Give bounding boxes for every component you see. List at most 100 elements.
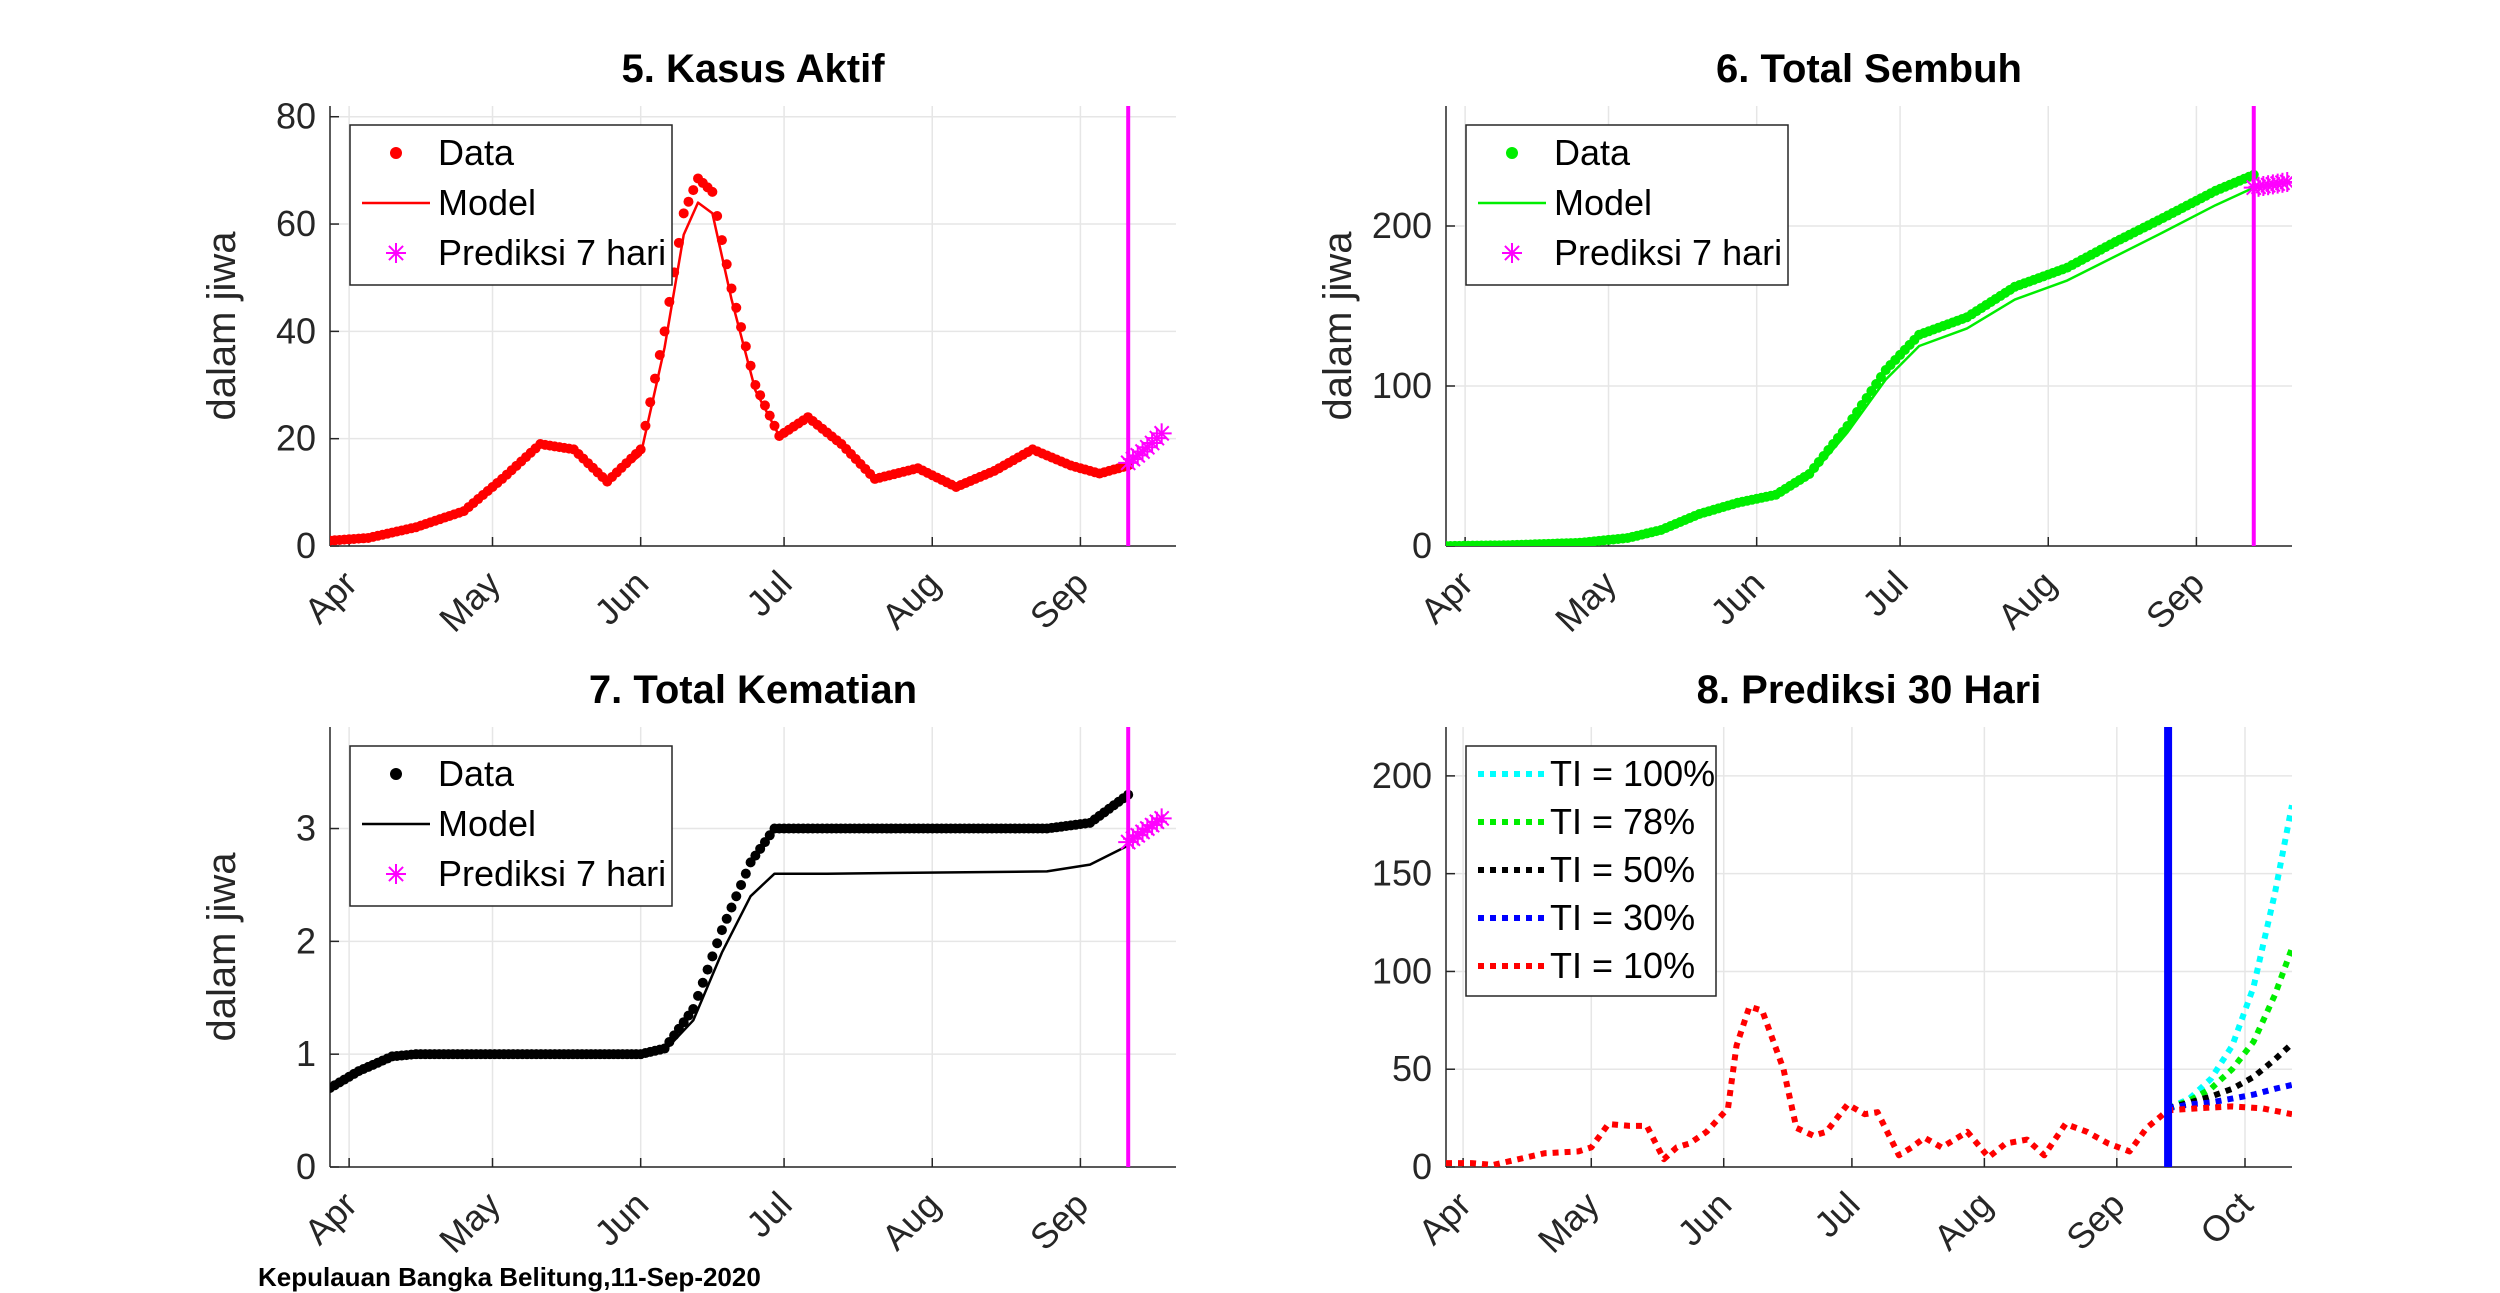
x-tick-label: May: [1530, 1184, 1607, 1261]
data-point: [1871, 379, 1882, 389]
x-tick-label: Aug: [1926, 1184, 2000, 1258]
series-line: [330, 201, 1129, 542]
x-tick-label: Apr: [296, 1184, 365, 1253]
y-axis-label: dalam jiwa: [200, 231, 244, 421]
legend-label: Prediksi 7 hari: [1554, 232, 1782, 273]
series-group: [1446, 804, 2292, 1167]
legend-label: TI = 10%: [1550, 945, 1695, 986]
series-line: [1446, 1003, 2292, 1167]
x-tick-label: Sep: [1022, 563, 1096, 637]
data-point: [693, 990, 704, 1001]
y-tick-label: 0: [1412, 525, 1432, 566]
data-point: [716, 925, 727, 936]
y-tick-label: 2: [296, 920, 316, 961]
y-tick-label: 50: [1392, 1048, 1432, 1089]
x-tick-label: Jun: [1669, 1184, 1739, 1254]
legend: Data Model Prediksi 7 hari: [1465, 124, 1789, 286]
legend-label: TI = 78%: [1550, 801, 1695, 842]
data-point: [731, 891, 742, 902]
y-tick-label: 150: [1372, 853, 1432, 894]
legend: TI = 100% TI = 78% TI = 50% TI = 30% TI = 10…: [1465, 745, 1717, 997]
x-tick-label: Apr: [296, 563, 365, 632]
x-tick-label: Apr: [1410, 1184, 1479, 1253]
x-tick-label: May: [1547, 563, 1624, 640]
series-line: [2167, 1081, 2292, 1112]
x-tick-label: Jun: [586, 1184, 656, 1254]
x-tick-label: Sep: [2058, 1184, 2132, 1258]
chart-title: 5. Kasus Aktif: [621, 47, 885, 91]
legend-label: TI = 100%: [1550, 753, 1715, 794]
chart-title: 6. Total Sembuh: [1716, 47, 2022, 91]
y-tick-label: 0: [296, 1146, 316, 1187]
legend: Data Model Prediksi 7 hari: [349, 745, 673, 907]
series-group: [330, 789, 1172, 1094]
data-point: [707, 951, 718, 962]
legend-box: [349, 124, 673, 286]
y-tick-label: 20: [276, 418, 316, 459]
series-line: [1446, 186, 2255, 546]
legend-marker: [386, 243, 406, 263]
legend-label: Prediksi 7 hari: [438, 232, 666, 273]
x-tick-label: Jul: [1806, 1184, 1868, 1246]
legend-label: Model: [438, 182, 536, 223]
series-group: [1446, 169, 2292, 546]
y-tick-label: 80: [276, 96, 316, 137]
y-tick-label: 3: [296, 808, 316, 849]
data-point: [740, 868, 751, 879]
legend-label: Data: [438, 132, 515, 173]
prediction-marker: [1151, 808, 1172, 829]
data-point: [721, 913, 732, 924]
legend-marker: [390, 768, 402, 780]
y-axis-label: dalam jiwa: [1316, 231, 1360, 421]
x-tick-label: Aug: [1990, 563, 2064, 637]
legend-box: [1465, 124, 1789, 286]
y-tick-label: 200: [1372, 755, 1432, 796]
panel-2: 0 100 200 Apr May Jun Jul Aug Sep 6. Total Sembuh…: [1316, 47, 2292, 640]
series-line: [2167, 946, 2292, 1112]
data-point: [712, 938, 723, 949]
x-tick-label: Jun: [586, 563, 656, 633]
legend-marker: [1506, 147, 1518, 159]
series-group: [330, 173, 1172, 546]
x-tick-label: Sep: [2138, 563, 2212, 637]
panel-4: 0 50 100 150 200 Apr May Jun Jul Aug Sep Oct 8. Pred…: [1372, 668, 2292, 1261]
y-tick-label: 0: [296, 525, 316, 566]
data-point: [726, 902, 737, 913]
legend-box: [349, 745, 673, 907]
x-tick-label: May: [431, 1184, 508, 1261]
prediction-marker: [2277, 172, 2292, 192]
x-tick-label: Jul: [1854, 563, 1916, 625]
y-tick-label: 100: [1372, 365, 1432, 406]
series-line: [2166, 804, 2292, 1112]
chart-title: 8. Prediksi 30 Hari: [1697, 668, 2042, 712]
data-point: [697, 977, 708, 988]
panel-1: 0 20 40 60 80 Apr May Jun Jul Aug Sep 5. Kasus Akti…: [200, 47, 1176, 640]
legend-label: TI = 30%: [1550, 897, 1695, 938]
footer-caption: Kepulauan Bangka Belitung,11-Sep-2020: [258, 1262, 761, 1292]
data-point: [707, 186, 718, 197]
legend-marker: [386, 864, 406, 884]
y-tick-label: 60: [276, 203, 316, 244]
x-tick-label: Sep: [1022, 1184, 1096, 1258]
legend-marker: [1502, 243, 1522, 263]
legend-label: Model: [438, 803, 536, 844]
y-axis-label: dalam jiwa: [200, 852, 244, 1042]
legend-label: Prediksi 7 hari: [438, 853, 666, 894]
y-tick-label: 1: [296, 1033, 316, 1074]
series-line: [330, 844, 1129, 1090]
y-tick-label: 200: [1372, 205, 1432, 246]
prediction-marker: [1151, 423, 1172, 444]
legend-marker: [390, 147, 402, 159]
x-tick-label: Oct: [2192, 1184, 2261, 1253]
data-point: [688, 185, 699, 196]
chart-title: 7. Total Kematian: [589, 668, 917, 712]
x-tick-label: Apr: [1412, 563, 1481, 632]
y-tick-label: 40: [276, 310, 316, 351]
data-point: [683, 196, 694, 207]
data-point: [702, 964, 713, 975]
data-point: [678, 208, 689, 219]
y-tick-label: 0: [1412, 1146, 1432, 1187]
legend-label: Data: [1554, 132, 1631, 173]
x-tick-label: Aug: [874, 563, 948, 637]
legend: Data Model Prediksi 7 hari: [349, 124, 673, 286]
